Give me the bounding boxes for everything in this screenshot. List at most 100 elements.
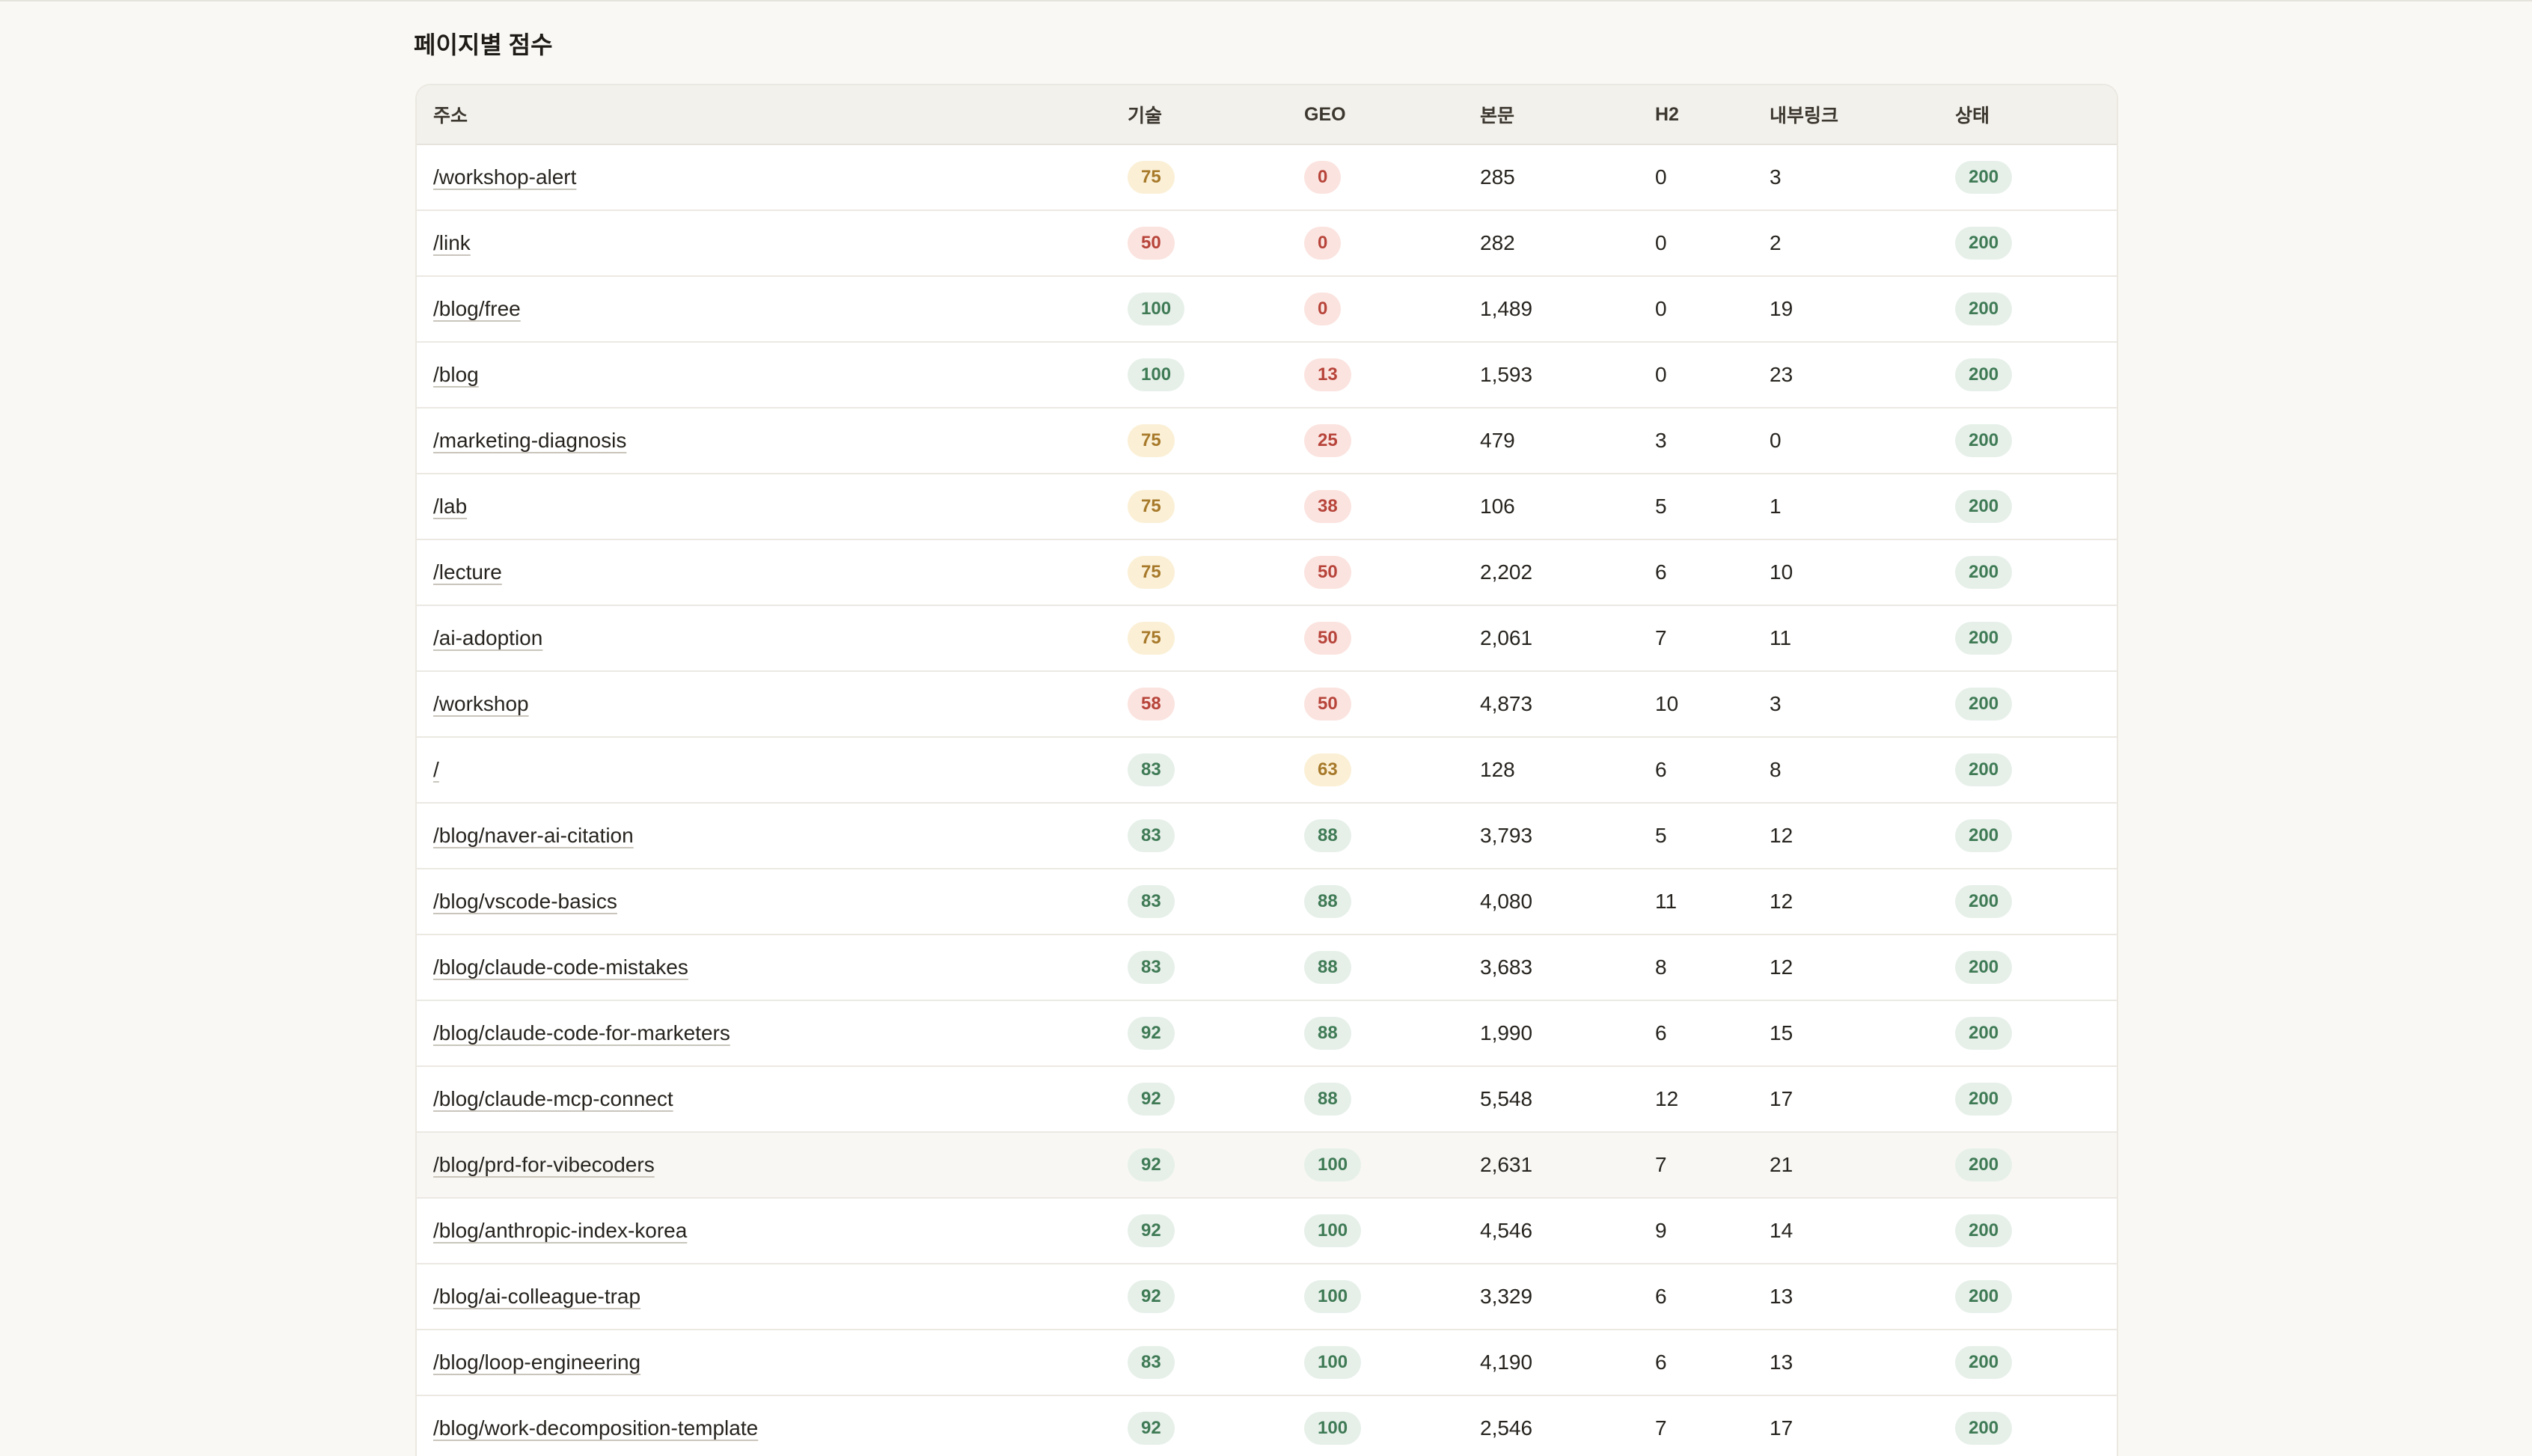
page-url-link[interactable]: /blog/naver-ai-citation xyxy=(433,824,634,847)
body-length: 1,489 xyxy=(1480,297,1533,320)
page-url-link[interactable]: /blog/work-decomposition-template xyxy=(433,1416,759,1440)
tech-cell: 75 xyxy=(1128,474,1175,539)
tech-score-badge: 75 xyxy=(1128,424,1175,457)
tech-score-badge: 92 xyxy=(1128,1017,1175,1050)
page-url-link[interactable]: /blog/free xyxy=(433,297,521,320)
status-badge: 200 xyxy=(1955,424,2013,457)
tech-score-badge: 92 xyxy=(1128,1148,1175,1181)
tech-score-badge: 83 xyxy=(1128,885,1175,918)
page-url-link[interactable]: /blog/claude-code-mistakes xyxy=(433,955,688,979)
geo-score-badge: 100 xyxy=(1304,1214,1362,1247)
url-cell: /blog/claude-mcp-connect xyxy=(433,1067,673,1131)
url-cell: /blog/vscode-basics xyxy=(433,869,617,934)
h2-count: 9 xyxy=(1655,1219,1667,1242)
page-url-link[interactable]: /ai-adoption xyxy=(433,626,543,649)
h2-count: 6 xyxy=(1655,1351,1667,1374)
table-header: 주소 기술 GEO 본문 H2 내부링크 상태 xyxy=(417,85,2117,145)
tech-cell: 83 xyxy=(1128,935,1175,1000)
geo-cell: 88 xyxy=(1304,935,1351,1000)
internal-link-count: 13 xyxy=(1770,1285,1794,1308)
status-badge: 200 xyxy=(1955,358,2013,391)
table-row: /blog/claude-code-for-marketers 92 88 1,990… xyxy=(417,1001,2117,1067)
h2-count: 5 xyxy=(1655,824,1667,847)
page-url-link[interactable]: /blog/loop-engineering xyxy=(433,1351,641,1374)
url-cell: /ai-adoption xyxy=(433,606,542,670)
table-row: /blog/ai-colleague-trap 92 100 3,329 6 13 200 xyxy=(417,1264,2117,1330)
internal-link-count: 11 xyxy=(1770,626,1792,649)
internal-link-count: 21 xyxy=(1770,1153,1794,1176)
body-length: 282 xyxy=(1480,231,1515,254)
status-badge: 200 xyxy=(1955,1280,2013,1313)
page-url-link[interactable]: /blog xyxy=(433,363,479,386)
h2-count: 11 xyxy=(1655,890,1678,913)
page-url-link[interactable]: /blog/claude-mcp-connect xyxy=(433,1087,673,1110)
geo-score-badge: 25 xyxy=(1304,424,1351,457)
h2-count: 0 xyxy=(1655,363,1667,386)
status-badge: 200 xyxy=(1955,951,2013,984)
page-url-link[interactable]: /blog/ai-colleague-trap xyxy=(433,1285,641,1308)
geo-cell: 50 xyxy=(1304,672,1351,736)
geo-score-badge: 63 xyxy=(1304,753,1351,786)
geo-score-badge: 50 xyxy=(1304,688,1351,721)
status-badge: 200 xyxy=(1955,293,2013,325)
tech-score-badge: 75 xyxy=(1128,490,1175,523)
page-url-link[interactable]: /marketing-diagnosis xyxy=(433,429,627,452)
geo-cell: 88 xyxy=(1304,1067,1351,1131)
status-cell: 200 xyxy=(1955,343,2013,407)
page-url-link[interactable]: /blog/prd-for-vibecoders xyxy=(433,1153,655,1176)
status-badge: 200 xyxy=(1955,490,2013,523)
tech-cell: 83 xyxy=(1128,804,1175,868)
url-cell: /blog/naver-ai-citation xyxy=(433,804,634,868)
page-url-link[interactable]: /blog/vscode-basics xyxy=(433,890,617,913)
status-cell: 200 xyxy=(1955,277,2013,341)
column-header-h2: H2 xyxy=(1655,103,1679,125)
tech-score-badge: 83 xyxy=(1128,951,1175,984)
geo-cell: 88 xyxy=(1304,804,1351,868)
h2-count: 6 xyxy=(1655,1285,1667,1308)
internal-link-count: 3 xyxy=(1770,165,1782,189)
page-url-link[interactable]: /blog/anthropic-index-korea xyxy=(433,1219,688,1242)
tech-score-badge: 92 xyxy=(1128,1083,1175,1116)
status-cell: 200 xyxy=(1955,1199,2013,1263)
tech-score-badge: 92 xyxy=(1128,1280,1175,1313)
column-header-status: 상태 xyxy=(1955,105,1990,126)
tech-score-badge: 58 xyxy=(1128,688,1175,721)
body-length: 106 xyxy=(1480,495,1515,518)
url-cell: /blog xyxy=(433,343,479,407)
url-cell: /workshop xyxy=(433,672,529,736)
page-url-link[interactable]: / xyxy=(433,758,439,781)
status-cell: 200 xyxy=(1955,211,2013,275)
table-row: /blog/claude-code-mistakes 83 88 3,683 8 12 20… xyxy=(417,935,2117,1001)
tech-cell: 92 xyxy=(1128,1396,1175,1456)
geo-cell: 25 xyxy=(1304,409,1351,473)
url-cell: /blog/work-decomposition-template xyxy=(433,1396,758,1456)
body-length: 3,683 xyxy=(1480,955,1533,979)
body-length: 3,329 xyxy=(1480,1285,1533,1308)
url-cell: /blog/prd-for-vibecoders xyxy=(433,1133,655,1197)
h2-count: 6 xyxy=(1655,758,1667,781)
status-cell: 200 xyxy=(1955,672,2013,736)
h2-count: 7 xyxy=(1655,1153,1667,1176)
table-row: /marketing-diagnosis 75 25 479 3 0 200 xyxy=(417,409,2117,474)
geo-cell: 63 xyxy=(1304,738,1351,802)
table-row: /workshop 58 50 4,873 10 3 200 xyxy=(417,672,2117,738)
page-url-link[interactable]: /workshop-alert xyxy=(433,165,577,189)
column-header-url: 주소 xyxy=(433,105,468,126)
status-badge: 200 xyxy=(1955,1017,2013,1050)
page-url-link[interactable]: /lecture xyxy=(433,560,502,584)
geo-cell: 0 xyxy=(1304,277,1342,341)
internal-link-count: 2 xyxy=(1770,231,1782,254)
page-url-link[interactable]: /blog/claude-code-for-marketers xyxy=(433,1021,730,1044)
tech-cell: 92 xyxy=(1128,1199,1175,1263)
status-badge: 200 xyxy=(1955,1214,2013,1247)
tech-score-badge: 92 xyxy=(1128,1412,1175,1445)
page-url-link[interactable]: /lab xyxy=(433,495,468,518)
status-badge: 200 xyxy=(1955,161,2013,194)
page-url-link[interactable]: /workshop xyxy=(433,692,529,715)
page-url-link[interactable]: /link xyxy=(433,231,471,254)
status-cell: 200 xyxy=(1955,935,2013,1000)
table-row: /blog/loop-engineering 83 100 4,190 6 13 200 xyxy=(417,1330,2117,1396)
internal-link-count: 15 xyxy=(1770,1021,1794,1044)
geo-cell: 0 xyxy=(1304,211,1342,275)
tech-cell: 50 xyxy=(1128,211,1175,275)
